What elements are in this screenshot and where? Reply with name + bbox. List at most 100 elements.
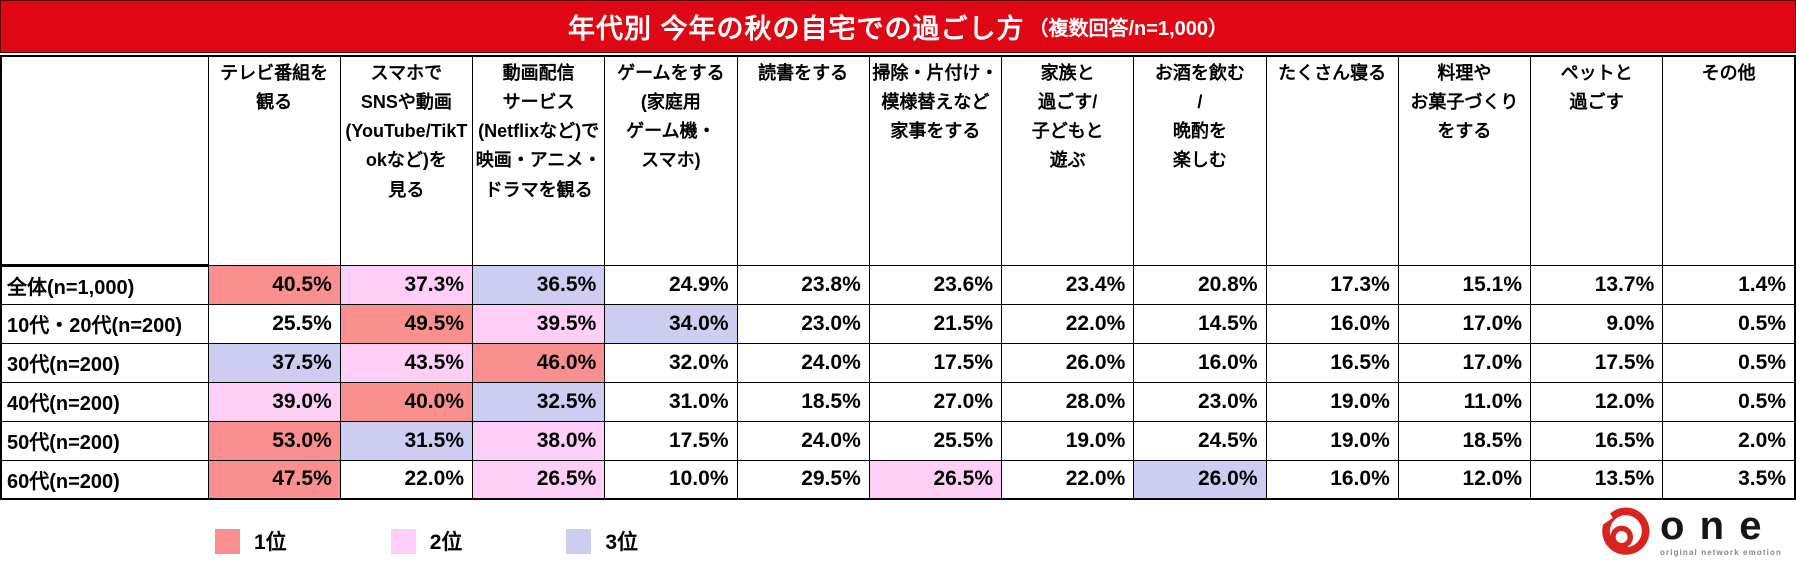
legend-item-rank2: 2位 bbox=[390, 526, 463, 556]
table-row: 60代(n=200) 47.5% 22.0% 26.5% 10.0% 29.5% 26.5%… bbox=[0, 459, 1796, 500]
value-cell: 37.3% bbox=[339, 264, 474, 305]
value-cell: 12.0% bbox=[1529, 381, 1664, 422]
column-header: 読書をする bbox=[736, 55, 870, 266]
value-cell: 11.0% bbox=[1397, 381, 1532, 422]
value-cell: 23.6% bbox=[868, 264, 1003, 305]
value-cell: 39.5% bbox=[471, 303, 606, 344]
value-cell: 47.5% bbox=[207, 459, 341, 500]
value-cell: 38.0% bbox=[471, 420, 606, 461]
value-cell: 28.0% bbox=[1000, 381, 1135, 422]
logo-text: one bbox=[1660, 503, 1777, 548]
value-cell: 19.0% bbox=[1265, 381, 1399, 422]
value-cell: 16.0% bbox=[1265, 459, 1399, 500]
value-cell: 49.5% bbox=[339, 303, 474, 344]
logo: one original network emotion bbox=[1598, 505, 1782, 559]
legend-swatch-rank3 bbox=[566, 528, 592, 554]
column-header: ゲームをする (家庭用 ゲーム機・ スマホ) bbox=[604, 55, 738, 266]
value-cell: 15.1% bbox=[1397, 264, 1532, 305]
value-cell: 36.5% bbox=[471, 264, 606, 305]
value-cell: 24.9% bbox=[604, 264, 738, 305]
corner-cell bbox=[0, 55, 209, 267]
value-cell: 17.5% bbox=[868, 342, 1003, 383]
row-label: 30代(n=200) bbox=[0, 342, 209, 383]
value-cell: 23.4% bbox=[1000, 264, 1135, 305]
value-cell: 2.0% bbox=[1662, 420, 1796, 461]
column-header: 掃除・片付け・模様替えなど 家事をする bbox=[868, 55, 1003, 266]
column-header: 料理や お菓子づくり をする bbox=[1397, 55, 1532, 266]
value-cell: 31.0% bbox=[604, 381, 738, 422]
column-header: その他 bbox=[1662, 55, 1796, 266]
value-cell: 34.0% bbox=[604, 303, 738, 344]
column-header: スマホで SNSや動画 (YouTube/TikTokなど)を 見る bbox=[339, 55, 474, 266]
legend: 1位 2位 3位 bbox=[215, 526, 1796, 556]
column-header: 動画配信 サービス (Netflixなど)で映画・アニメ・ドラマを観る bbox=[471, 55, 606, 266]
value-cell: 37.5% bbox=[207, 342, 341, 383]
column-header: たくさん寝る bbox=[1265, 55, 1399, 266]
row-label: 10代・20代(n=200) bbox=[0, 303, 209, 344]
table-row: 全体(n=1,000) 40.5% 37.3% 36.5% 24.9% 23.8% 23.6… bbox=[0, 264, 1796, 305]
legend-label-rank2: 2位 bbox=[429, 531, 463, 554]
value-cell: 25.5% bbox=[868, 420, 1003, 461]
value-cell: 24.5% bbox=[1133, 420, 1267, 461]
column-header: お酒を飲む / 晩酌を 楽しむ bbox=[1133, 55, 1267, 266]
value-cell: 16.0% bbox=[1265, 303, 1399, 344]
value-cell: 0.5% bbox=[1662, 303, 1796, 344]
value-cell: 12.0% bbox=[1397, 459, 1532, 500]
value-cell: 40.0% bbox=[339, 381, 474, 422]
value-cell: 26.5% bbox=[471, 459, 606, 500]
value-cell: 26.0% bbox=[1133, 459, 1267, 500]
column-header: ペットと 過ごす bbox=[1529, 55, 1664, 266]
value-cell: 29.5% bbox=[736, 459, 870, 500]
value-cell: 24.0% bbox=[736, 342, 870, 383]
header-row: テレビ番組を 観る スマホで SNSや動画 (YouTube/TikTokなど)を… bbox=[0, 55, 1796, 267]
value-cell: 16.0% bbox=[1133, 342, 1267, 383]
page-title-sub: （複数回答/n=1,000） bbox=[1028, 18, 1229, 40]
value-cell: 32.5% bbox=[471, 381, 606, 422]
row-label: 60代(n=200) bbox=[0, 459, 209, 500]
row-label: 40代(n=200) bbox=[0, 381, 209, 422]
value-cell: 39.0% bbox=[207, 381, 341, 422]
value-cell: 24.0% bbox=[736, 420, 870, 461]
value-cell: 23.0% bbox=[1133, 381, 1267, 422]
table-body: 全体(n=1,000) 40.5% 37.3% 36.5% 24.9% 23.8% 23.6… bbox=[0, 264, 1796, 500]
value-cell: 0.5% bbox=[1662, 381, 1796, 422]
value-cell: 14.5% bbox=[1133, 303, 1267, 344]
table-row: 30代(n=200) 37.5% 43.5% 46.0% 32.0% 24.0% 17.5%… bbox=[0, 342, 1796, 383]
legend-item-rank1: 1位 bbox=[215, 526, 287, 556]
value-cell: 19.0% bbox=[1265, 420, 1399, 461]
value-cell: 22.0% bbox=[1000, 303, 1135, 344]
value-cell: 21.5% bbox=[868, 303, 1003, 344]
value-cell: 32.0% bbox=[604, 342, 738, 383]
row-label: 全体(n=1,000) bbox=[0, 264, 209, 305]
value-cell: 43.5% bbox=[339, 342, 474, 383]
logo-tagline: original network emotion bbox=[1660, 547, 1782, 557]
value-cell: 16.5% bbox=[1265, 342, 1399, 383]
value-cell: 17.5% bbox=[604, 420, 738, 461]
value-cell: 3.5% bbox=[1662, 459, 1796, 500]
table-row: 40代(n=200) 39.0% 40.0% 32.5% 31.0% 18.5% 27.0%… bbox=[0, 381, 1796, 422]
survey-table: テレビ番組を 観る スマホで SNSや動画 (YouTube/TikTokなど)を… bbox=[0, 55, 1796, 500]
value-cell: 17.5% bbox=[1529, 342, 1664, 383]
value-cell: 0.5% bbox=[1662, 342, 1796, 383]
value-cell: 1.4% bbox=[1662, 264, 1796, 305]
value-cell: 22.0% bbox=[339, 459, 474, 500]
logo-text-wrap: one original network emotion bbox=[1660, 503, 1782, 557]
one-logo-swirl-icon bbox=[1598, 507, 1650, 555]
value-cell: 20.8% bbox=[1133, 264, 1267, 305]
value-cell: 46.0% bbox=[471, 342, 606, 383]
value-cell: 13.7% bbox=[1529, 264, 1664, 305]
legend-item-rank3: 3位 bbox=[566, 526, 638, 556]
value-cell: 17.0% bbox=[1397, 342, 1532, 383]
page-title: 年代別 今年の秋の自宅での過ごし方 bbox=[567, 14, 1025, 44]
value-cell: 16.5% bbox=[1529, 420, 1664, 461]
value-cell: 26.0% bbox=[1000, 342, 1135, 383]
value-cell: 22.0% bbox=[1000, 459, 1135, 500]
row-label: 50代(n=200) bbox=[0, 420, 209, 461]
legend-label-rank3: 3位 bbox=[605, 531, 639, 554]
value-cell: 9.0% bbox=[1529, 303, 1664, 344]
value-cell: 10.0% bbox=[604, 459, 738, 500]
legend-swatch-rank1 bbox=[215, 528, 240, 554]
value-cell: 40.5% bbox=[207, 264, 341, 305]
value-cell: 23.8% bbox=[736, 264, 870, 305]
value-cell: 17.3% bbox=[1265, 264, 1399, 305]
